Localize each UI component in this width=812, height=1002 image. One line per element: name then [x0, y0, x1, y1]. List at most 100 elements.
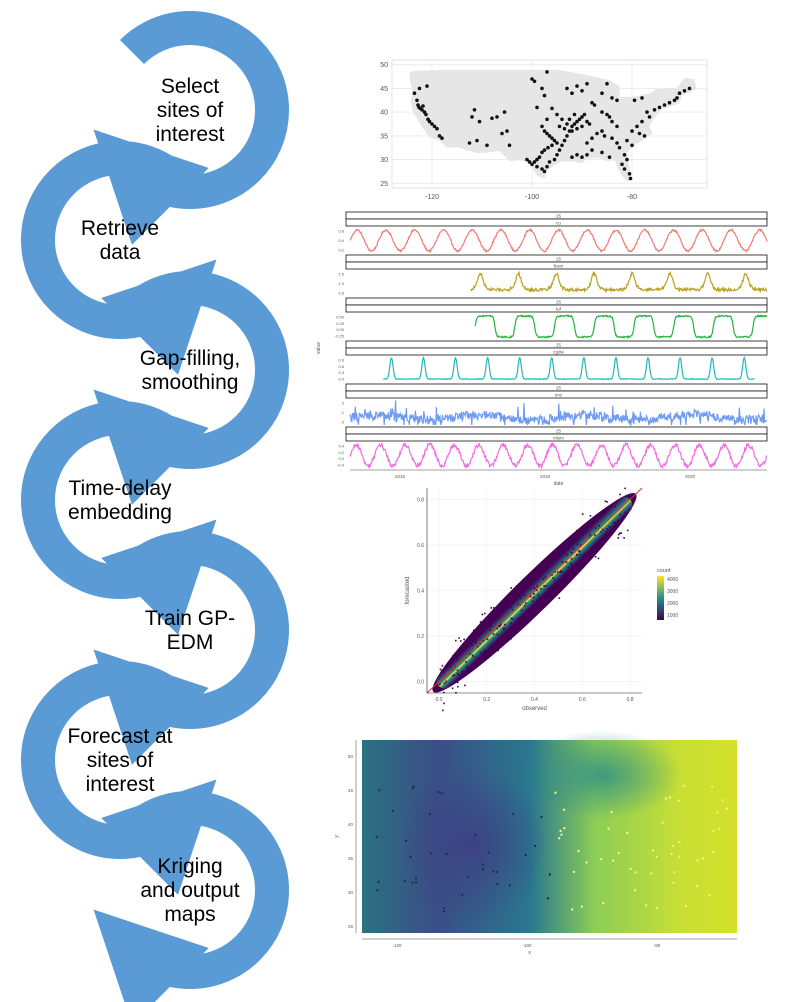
site-point	[634, 871, 637, 874]
density-cell	[619, 493, 621, 496]
density-cell	[554, 571, 556, 573]
site-point	[540, 124, 544, 129]
density-cell	[499, 625, 501, 627]
y-tick-label: 0.9	[338, 358, 344, 363]
site-point	[580, 89, 584, 93]
site-point	[548, 873, 551, 876]
site-point	[508, 884, 511, 887]
site-point	[482, 868, 485, 871]
density-cell	[515, 590, 517, 592]
density-cell	[503, 627, 506, 630]
site-point	[577, 117, 582, 122]
y-tick-label: 40	[348, 822, 354, 827]
density-cell	[585, 553, 587, 555]
step-label: Train GP-EDM	[145, 607, 235, 654]
workflow-step: Gap-filling, smoothing	[93, 271, 289, 505]
site-point	[570, 129, 574, 133]
density-cell	[543, 585, 545, 587]
site-point	[590, 100, 594, 105]
density-cell	[577, 563, 580, 566]
site-point	[645, 110, 649, 114]
density-cell	[515, 594, 517, 596]
density-cell	[571, 552, 573, 554]
site-point	[535, 164, 539, 169]
density-cell	[511, 602, 513, 604]
density-cell	[624, 511, 626, 514]
density-cell	[533, 587, 535, 589]
site-point	[675, 96, 679, 100]
cycle-arrow-icon	[21, 401, 217, 635]
site-point	[575, 153, 579, 157]
site-point	[430, 122, 434, 126]
density-cell	[500, 603, 502, 606]
site-point	[496, 882, 499, 885]
site-point	[375, 835, 378, 839]
density-cell	[619, 532, 621, 535]
y-tick-label: 0.4	[338, 444, 344, 449]
legend-tick-label: 4000	[667, 577, 678, 583]
site-point	[525, 157, 529, 162]
site-point	[721, 799, 724, 802]
site-point	[542, 129, 547, 133]
density-cell	[475, 639, 478, 641]
density-cell	[537, 567, 539, 570]
density-cell	[533, 580, 536, 583]
density-cell	[594, 556, 597, 558]
site-point	[642, 134, 647, 138]
site-point	[575, 84, 579, 88]
site-point	[466, 875, 469, 879]
site-point	[590, 136, 594, 140]
facet-strip-label: 25	[556, 214, 562, 219]
site-point	[615, 124, 619, 129]
density-cell	[544, 576, 547, 578]
site-point	[585, 119, 589, 124]
y-tick-label: 0.6	[338, 229, 344, 234]
time-series-chart: 25cu0.60.40.225fewn1.51.00.525tuf0.500.2…	[316, 211, 768, 487]
site-point	[533, 844, 537, 848]
site-point	[632, 98, 637, 103]
site-point	[542, 169, 547, 174]
site-point	[668, 796, 672, 799]
density-cell	[488, 625, 490, 627]
density-cell	[510, 617, 513, 620]
density-cell	[576, 554, 578, 556]
density-cell	[606, 528, 608, 530]
density-cell	[512, 618, 514, 620]
site-point	[490, 116, 494, 121]
density-cell	[471, 667, 473, 670]
site-point	[667, 100, 672, 105]
site-point	[664, 797, 667, 800]
density-cell	[594, 534, 596, 536]
density-cell	[578, 550, 581, 553]
site-point	[545, 164, 549, 169]
y-tick-label: 0.2	[338, 248, 344, 253]
site-point	[652, 108, 657, 112]
site-point	[487, 851, 490, 854]
density-cell	[457, 678, 459, 681]
y-tick-label: 35	[380, 133, 388, 140]
site-point	[615, 98, 619, 103]
density-cell	[490, 615, 493, 617]
density-cell	[449, 666, 451, 668]
legend-title: count	[657, 568, 671, 574]
density-cell	[526, 583, 529, 585]
density-cell	[469, 653, 471, 655]
density-cell	[540, 597, 542, 599]
series-line	[349, 400, 768, 427]
site-point	[567, 117, 572, 122]
site-point	[495, 115, 499, 119]
site-point	[599, 858, 603, 861]
site-point	[711, 785, 714, 788]
site-point	[550, 143, 554, 148]
density-cell	[571, 541, 574, 544]
density-cell	[559, 570, 562, 572]
step-label: Forecast at sites of interest	[67, 725, 172, 796]
density-cell	[480, 661, 483, 663]
site-point	[481, 863, 484, 866]
y-tick-label: 1.0	[338, 281, 344, 286]
site-point	[602, 902, 605, 905]
site-point	[542, 93, 547, 98]
density-cell	[510, 587, 512, 589]
density-cell	[536, 589, 538, 592]
site-point	[637, 131, 642, 136]
